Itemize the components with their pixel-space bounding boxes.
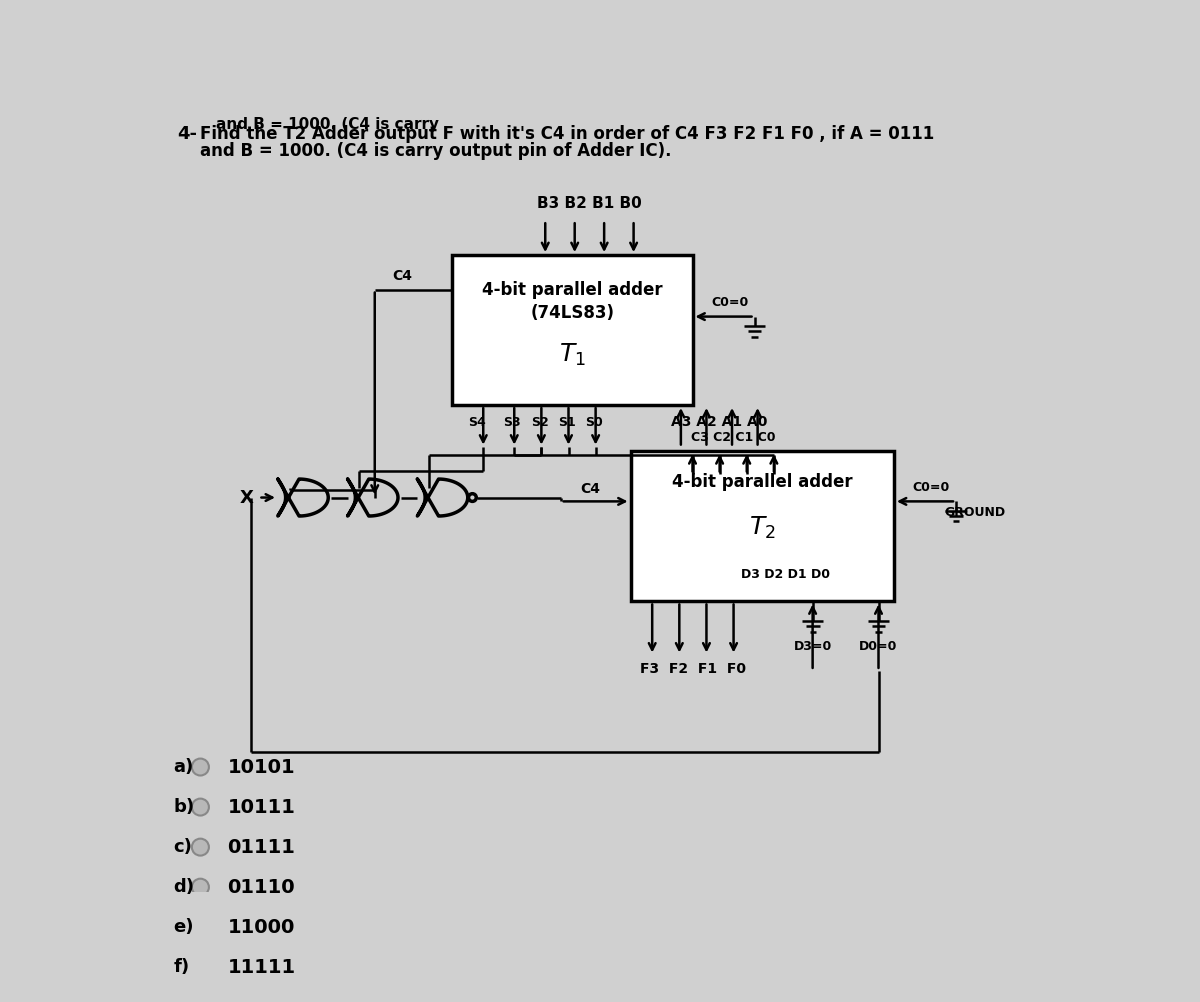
Text: Find the T2 Adder output F with it's C4 in order of C4 F3 F2 F1 F0 , if A = 0111: Find the T2 Adder output F with it's C4 …	[200, 125, 935, 143]
Text: C4: C4	[392, 269, 412, 283]
Circle shape	[192, 879, 209, 896]
Circle shape	[192, 919, 209, 936]
Text: 11111: 11111	[228, 958, 295, 977]
Text: C0=0: C0=0	[712, 297, 749, 310]
Text: d): d)	[173, 878, 194, 896]
Text: $T_1$: $T_1$	[559, 342, 586, 368]
Text: C3 C2 C1 C0: C3 C2 C1 C0	[690, 431, 775, 444]
Text: S2: S2	[530, 416, 548, 429]
Text: 01111: 01111	[228, 838, 295, 857]
Circle shape	[192, 799, 209, 816]
Bar	[452, 255, 692, 405]
Text: $T_2$: $T_2$	[749, 515, 775, 541]
Text: e): e)	[173, 918, 193, 936]
Text: S3: S3	[503, 416, 521, 429]
Text: S4: S4	[468, 416, 486, 429]
Circle shape	[192, 839, 209, 856]
Text: and B = 1000. (C4 is carry output pin of Adder IC).: and B = 1000. (C4 is carry output pin of…	[200, 142, 672, 160]
Text: D3=0: D3=0	[793, 639, 832, 652]
Text: 4-bit parallel adder: 4-bit parallel adder	[482, 281, 662, 299]
Circle shape	[192, 959, 209, 976]
Text: S0: S0	[586, 416, 602, 429]
Text: B3 B2 B1 B0: B3 B2 B1 B0	[538, 196, 642, 210]
Text: 11000: 11000	[228, 918, 295, 937]
Text: a): a)	[173, 759, 193, 776]
Text: D3 D2 D1 D0: D3 D2 D1 D0	[742, 568, 830, 581]
Text: C0=0: C0=0	[912, 481, 950, 494]
Text: and B = 1000. (C4 is carry: and B = 1000. (C4 is carry	[216, 116, 439, 131]
Text: 4-bit parallel adder: 4-bit parallel adder	[672, 473, 852, 491]
Text: S1: S1	[558, 416, 576, 429]
Text: GROUND: GROUND	[944, 506, 1006, 519]
Bar	[630, 451, 894, 601]
Text: f): f)	[173, 958, 190, 976]
Circle shape	[192, 759, 209, 776]
Text: A3 A2 A1 A0: A3 A2 A1 A0	[672, 415, 768, 429]
Text: b): b)	[173, 798, 194, 816]
Text: F3  F2  F1  F0: F3 F2 F1 F0	[640, 662, 745, 676]
Text: 4-: 4-	[178, 125, 197, 143]
Text: 01110: 01110	[228, 878, 295, 897]
Text: C4: C4	[581, 482, 600, 496]
Text: 10111: 10111	[228, 798, 295, 817]
Text: c): c)	[173, 838, 192, 856]
Text: 10101: 10101	[228, 758, 295, 777]
Text: D0=0: D0=0	[859, 639, 898, 652]
Text: (74LS83): (74LS83)	[530, 304, 614, 322]
Text: X: X	[240, 489, 254, 507]
